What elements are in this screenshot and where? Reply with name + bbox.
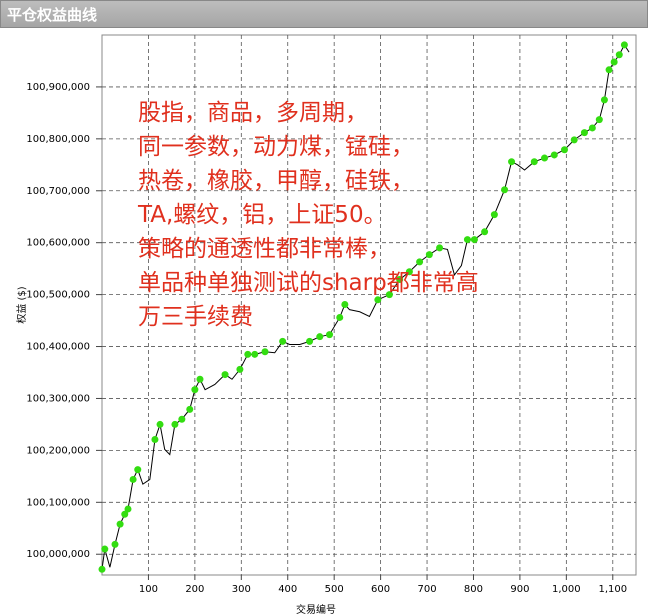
- y-axis-label: 权益 ($): [15, 286, 28, 323]
- new-high-marker: [326, 331, 334, 339]
- new-high-marker: [261, 348, 269, 356]
- new-high-marker: [470, 236, 478, 244]
- x-tick-label: 1,100: [598, 584, 627, 595]
- y-tick-label: 100,100,000: [26, 497, 90, 508]
- new-high-marker: [279, 337, 287, 345]
- y-tick-label: 100,800,000: [26, 134, 90, 145]
- new-high-marker: [436, 244, 444, 252]
- new-high-marker: [501, 186, 509, 194]
- new-high-marker: [374, 296, 382, 304]
- new-high-marker: [550, 151, 558, 159]
- new-high-marker: [196, 375, 204, 383]
- new-high-marker: [425, 251, 433, 259]
- y-tick-label: 100,000,000: [26, 549, 90, 560]
- new-high-marker: [588, 124, 596, 132]
- new-high-marker: [610, 58, 618, 66]
- new-high-marker: [171, 420, 179, 428]
- x-tick-label: 900: [510, 584, 529, 595]
- new-high-marker: [306, 337, 314, 345]
- new-high-marker: [580, 129, 588, 137]
- new-high-marker: [178, 415, 186, 423]
- new-high-marker: [116, 520, 124, 528]
- new-high-marker: [316, 333, 324, 341]
- new-high-marker: [385, 291, 393, 299]
- y-tick-label: 100,300,000: [26, 393, 90, 404]
- new-high-marker: [600, 96, 608, 104]
- annotation: 单品种单独测试的sharp都非常高: [138, 270, 479, 296]
- new-high-marker: [341, 300, 349, 308]
- new-high-marker: [396, 276, 404, 284]
- new-high-marker: [191, 386, 199, 394]
- new-high-marker: [221, 371, 229, 379]
- x-tick-label: 600: [371, 584, 390, 595]
- x-tick-label: 200: [185, 584, 204, 595]
- new-high-marker: [121, 510, 129, 518]
- new-high-marker: [615, 51, 623, 59]
- new-high-marker: [124, 505, 132, 513]
- new-high-marker: [490, 211, 498, 219]
- new-high-marker: [134, 466, 142, 474]
- new-high-marker: [129, 475, 137, 483]
- new-high-marker: [560, 146, 568, 154]
- x-tick-label: 300: [232, 584, 251, 595]
- title-bar: 平仓权益曲线: [0, 0, 648, 28]
- y-tick-label: 100,200,000: [26, 445, 90, 456]
- new-high-marker: [481, 228, 489, 236]
- new-high-marker: [111, 540, 119, 548]
- new-high-marker: [98, 565, 106, 573]
- new-high-marker: [405, 268, 413, 276]
- new-high-marker: [251, 350, 259, 358]
- new-high-marker: [151, 435, 159, 443]
- new-high-marker: [186, 405, 194, 413]
- x-tick-label: 1,000: [552, 584, 581, 595]
- x-tick-label: 100: [139, 584, 158, 595]
- y-tick-label: 100,600,000: [26, 238, 90, 249]
- y-tick-label: 100,400,000: [26, 342, 90, 353]
- annotation: 热卷，橡胶，甲醇，硅铁，: [138, 168, 414, 194]
- annotation: TA,螺纹，铝，上证50。: [137, 202, 387, 228]
- new-high-marker: [416, 258, 424, 266]
- annotation: 股指，商品，多周期，: [138, 100, 368, 126]
- y-tick-label: 100,500,000: [26, 290, 90, 301]
- x-tick-label: 500: [325, 584, 344, 595]
- x-axis-label: 交易编号: [296, 603, 336, 615]
- new-high-marker: [530, 158, 538, 166]
- new-high-marker: [463, 236, 471, 244]
- x-tick-label: 800: [464, 584, 483, 595]
- new-high-marker: [156, 420, 164, 428]
- annotation: 万三手续费: [138, 304, 253, 330]
- new-high-marker: [595, 116, 603, 124]
- new-high-marker: [620, 41, 628, 49]
- new-high-marker: [336, 313, 344, 321]
- x-tick-label: 700: [417, 584, 436, 595]
- annotation: 同一参数，动力煤，锰硅，: [138, 134, 414, 160]
- new-high-marker: [236, 365, 244, 373]
- new-high-marker: [541, 154, 549, 162]
- x-tick-label: 400: [278, 584, 297, 595]
- new-high-marker: [101, 545, 109, 553]
- plot-area: [101, 34, 637, 576]
- new-high-marker: [244, 350, 252, 358]
- new-high-marker: [605, 66, 613, 74]
- annotation: 策略的通透性都非常棒，: [138, 236, 391, 262]
- y-tick-label: 100,900,000: [26, 82, 90, 93]
- new-high-marker: [508, 158, 516, 166]
- new-high-marker: [570, 136, 578, 144]
- y-tick-label: 100,700,000: [26, 186, 90, 197]
